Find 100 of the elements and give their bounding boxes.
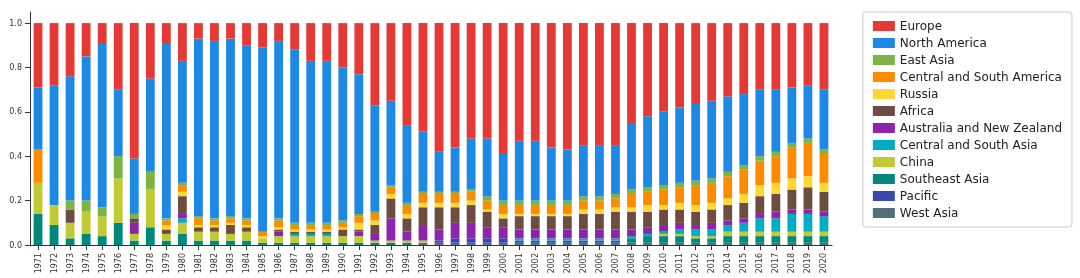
bar xyxy=(595,229,604,239)
bar xyxy=(145,78,155,172)
bar xyxy=(161,218,171,221)
bar xyxy=(402,205,412,214)
bar xyxy=(739,202,749,219)
bar xyxy=(707,202,717,210)
bar xyxy=(354,23,364,75)
bar xyxy=(691,238,701,243)
bar xyxy=(739,193,749,203)
bar xyxy=(739,169,749,194)
bar xyxy=(354,231,364,237)
bar xyxy=(482,209,492,212)
legend-label: Africa xyxy=(899,104,935,118)
legend-label: Australia and New Zealand xyxy=(899,121,1062,135)
bar xyxy=(530,200,540,206)
bar xyxy=(177,23,187,61)
bar xyxy=(354,229,364,232)
bar xyxy=(675,107,685,183)
bar xyxy=(739,23,749,95)
bar xyxy=(33,23,43,88)
bar xyxy=(787,209,797,214)
bar xyxy=(562,200,572,206)
bar xyxy=(242,231,251,241)
bar xyxy=(530,213,540,217)
x-tick-label: 1982 xyxy=(209,253,219,274)
x-tick-label: 2004 xyxy=(562,253,572,274)
legend-label: West Asia xyxy=(899,206,959,220)
bar xyxy=(226,216,235,219)
bar xyxy=(723,220,733,226)
x-tick-label: 1999 xyxy=(482,253,492,274)
bar xyxy=(803,187,813,210)
bar xyxy=(418,23,428,132)
bar xyxy=(627,242,636,245)
x-tick-label: 1991 xyxy=(354,253,364,274)
x-tick-label: 2012 xyxy=(691,253,701,274)
bar xyxy=(755,196,765,214)
bar xyxy=(418,193,428,203)
legend-label: Southeast Asia xyxy=(899,172,990,186)
bar xyxy=(643,191,652,206)
legend-label: Central and South Asia xyxy=(899,138,1038,152)
x-tick-label: 2007 xyxy=(610,253,620,274)
x-tick-label: 1992 xyxy=(370,253,380,274)
bar xyxy=(771,236,781,243)
bar xyxy=(546,200,556,206)
bar xyxy=(194,23,203,39)
bar xyxy=(65,200,75,210)
bar xyxy=(755,236,765,243)
bar xyxy=(819,191,829,212)
bar xyxy=(803,138,813,143)
bar xyxy=(787,236,797,243)
bar xyxy=(498,242,508,245)
bar xyxy=(562,229,572,239)
bar xyxy=(370,211,380,214)
bar xyxy=(578,145,588,197)
bar xyxy=(546,216,556,230)
bar xyxy=(514,205,524,214)
bar xyxy=(161,233,171,241)
bar xyxy=(578,200,588,210)
x-tick-label: 2014 xyxy=(723,253,733,274)
bar xyxy=(530,229,540,239)
bar xyxy=(177,218,187,223)
bar xyxy=(482,238,492,243)
bar xyxy=(129,222,139,234)
x-tick-label: 2002 xyxy=(530,253,540,274)
bar xyxy=(498,213,508,219)
bar xyxy=(659,209,668,226)
bar xyxy=(546,205,556,214)
bar xyxy=(498,200,508,206)
legend-label: Pacific xyxy=(899,189,938,203)
bar xyxy=(659,225,668,232)
bar xyxy=(787,147,797,179)
x-tick-label: 2009 xyxy=(643,253,653,274)
bar xyxy=(611,207,620,212)
x-tick-label: 2017 xyxy=(771,253,781,274)
bar xyxy=(819,182,829,192)
bar xyxy=(177,182,187,186)
bar xyxy=(322,225,332,230)
bar xyxy=(65,76,75,201)
bar xyxy=(242,240,251,245)
bar xyxy=(771,211,781,219)
x-tick-label: 2000 xyxy=(498,253,508,274)
bar xyxy=(161,220,171,226)
x-tick-label: 1989 xyxy=(322,253,332,274)
bar xyxy=(370,23,380,106)
bar xyxy=(659,242,668,245)
legend-label: Europe xyxy=(899,19,943,33)
bar xyxy=(49,225,59,245)
bar xyxy=(194,240,203,245)
bar xyxy=(771,156,781,183)
bar xyxy=(803,236,813,243)
bar xyxy=(611,145,620,194)
bar xyxy=(113,222,123,245)
bar xyxy=(177,233,187,245)
bar xyxy=(161,225,171,230)
bar xyxy=(595,209,604,214)
bar xyxy=(258,47,267,232)
bar xyxy=(723,96,733,172)
x-tick-label: 2019 xyxy=(803,253,813,274)
bar xyxy=(466,23,476,139)
bar xyxy=(129,240,139,245)
